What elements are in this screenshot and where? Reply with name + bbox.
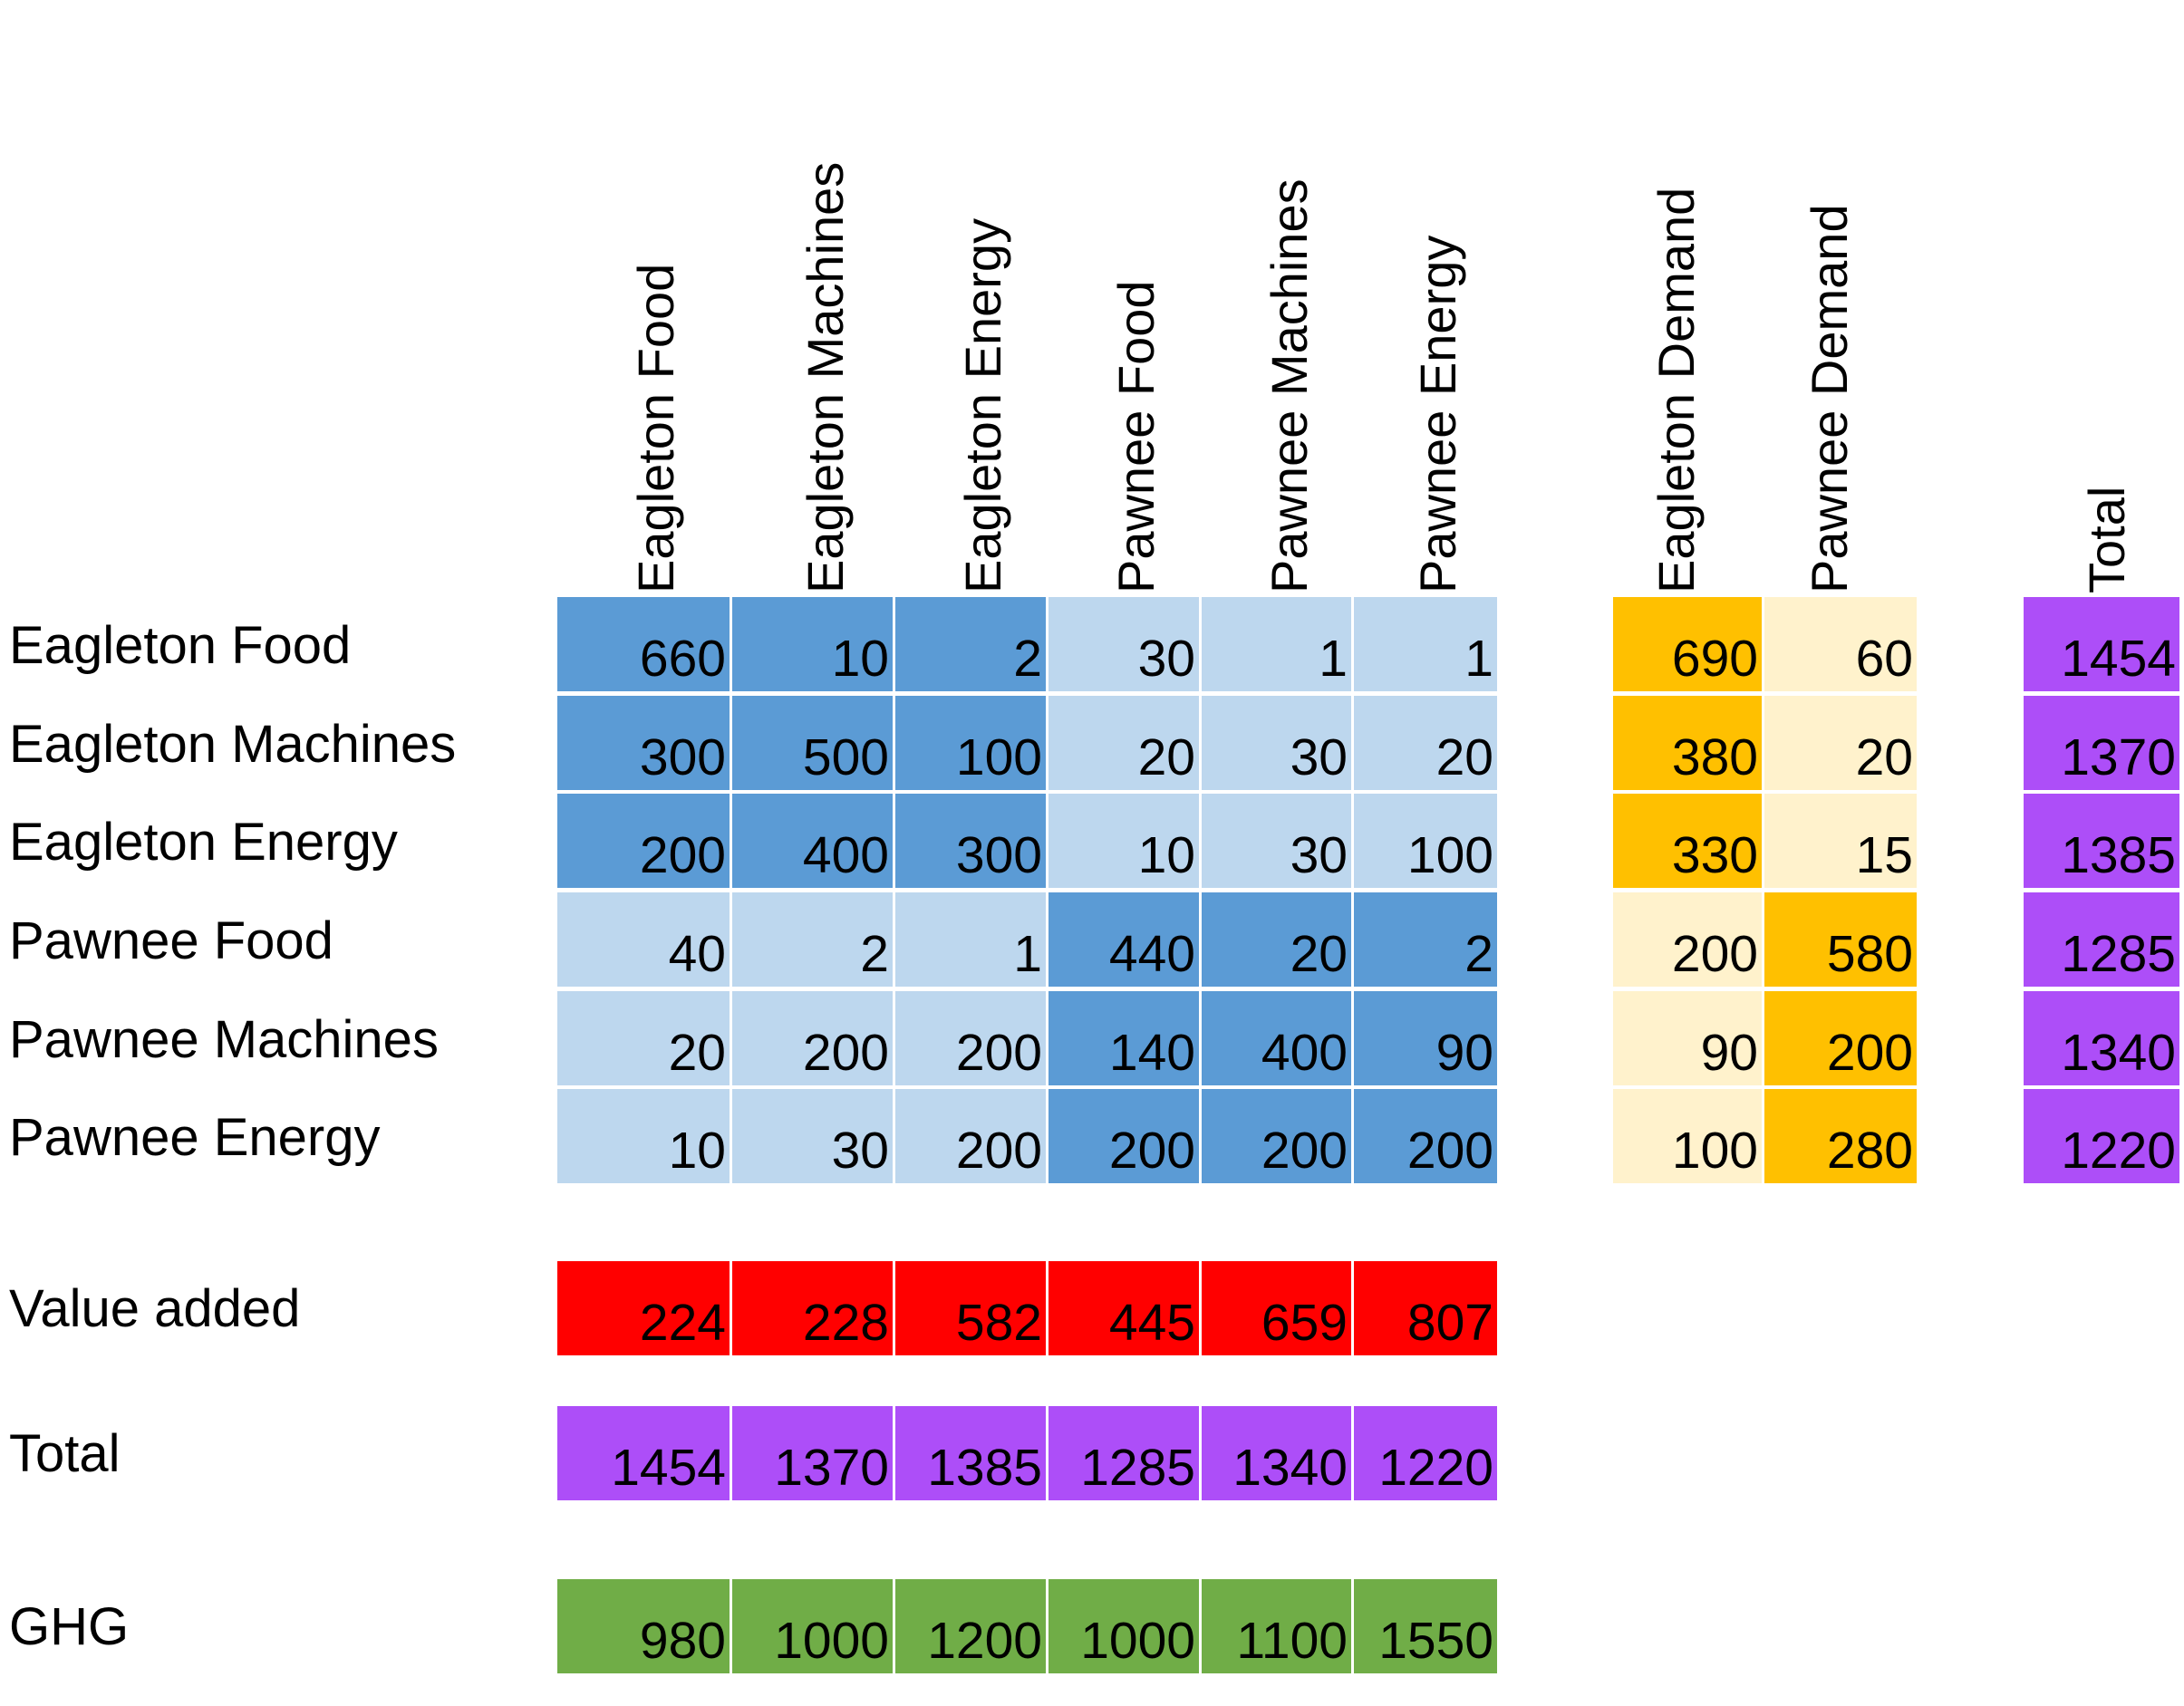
matrix-cell: 200 [895,1089,1046,1183]
matrix-cell: 100 [895,696,1046,790]
matrix-cell: 20 [1354,696,1497,790]
row-label-total: Total [9,1424,121,1483]
row-label-pawnee-machines: Pawnee Machines [9,1010,439,1069]
row-label-eagleton-energy: Eagleton Energy [9,813,398,872]
matrix-cell: 400 [732,794,893,888]
total-output-cell: 1340 [1202,1406,1351,1500]
row-label-eagleton-machines: Eagleton Machines [9,715,457,774]
matrix-cell: 2 [895,597,1046,691]
value-added-cell: 224 [557,1261,730,1355]
demand-cell: 200 [1613,892,1762,987]
demand-cell: 90 [1613,991,1762,1085]
col-header-eagleton-energy: Eagleton Energy [954,217,1011,593]
matrix-cell: 300 [557,696,730,790]
value-added-cell: 807 [1354,1261,1497,1355]
col-header-pawnee-machines: Pawnee Machines [1260,178,1318,593]
matrix-cell: 140 [1049,991,1199,1085]
ghg-cell: 1000 [1049,1579,1199,1673]
col-header-eagleton-food: Eagleton Food [627,263,684,593]
row-total-cell: 1340 [2024,991,2179,1085]
matrix-cell: 30 [732,1089,893,1183]
matrix-cell: 400 [1202,991,1351,1085]
matrix-cell: 20 [1049,696,1199,790]
value-added-cell: 582 [895,1261,1046,1355]
matrix-cell: 10 [1049,794,1199,888]
ghg-cell: 1000 [732,1579,893,1673]
matrix-cell: 200 [1202,1089,1351,1183]
matrix-cell: 20 [1202,892,1351,987]
row-total-cell: 1285 [2024,892,2179,987]
total-output-cell: 1454 [557,1406,730,1500]
matrix-cell: 660 [557,597,730,691]
col-header-pawnee-energy: Pawnee Energy [1409,235,1466,593]
matrix-cell: 200 [1354,1089,1497,1183]
matrix-cell: 200 [557,794,730,888]
matrix-cell: 40 [557,892,730,987]
matrix-cell: 1 [1202,597,1351,691]
demand-cell: 60 [1764,597,1917,691]
matrix-cell: 90 [1354,991,1497,1085]
demand-cell: 330 [1613,794,1762,888]
row-total-cell: 1454 [2024,597,2179,691]
row-total-cell: 1385 [2024,794,2179,888]
matrix-cell: 200 [1049,1089,1199,1183]
demand-cell: 580 [1764,892,1917,987]
matrix-cell: 1 [1354,597,1497,691]
matrix-cell: 10 [732,597,893,691]
matrix-cell: 2 [732,892,893,987]
row-label-pawnee-energy: Pawnee Energy [9,1108,381,1167]
ghg-cell: 980 [557,1579,730,1673]
col-header-eagleton-machines: Eagleton Machines [796,161,854,593]
total-output-cell: 1370 [732,1406,893,1500]
value-added-cell: 659 [1202,1261,1351,1355]
total-output-cell: 1385 [895,1406,1046,1500]
demand-cell: 690 [1613,597,1762,691]
row-label-pawnee-food: Pawnee Food [9,911,333,970]
row-label-value-added: Value added [9,1279,301,1338]
total-output-cell: 1285 [1049,1406,1199,1500]
matrix-cell: 440 [1049,892,1199,987]
col-header-eagleton-demand: Eagleton Demand [1648,187,1705,593]
demand-cell: 15 [1764,794,1917,888]
col-header-pawnee-demand: Pawnee Demand [1801,204,1858,593]
matrix-cell: 20 [557,991,730,1085]
matrix-cell: 30 [1049,597,1199,691]
row-label-eagleton-food: Eagleton Food [9,616,352,675]
ghg-cell: 1200 [895,1579,1046,1673]
demand-cell: 380 [1613,696,1762,790]
value-added-cell: 445 [1049,1261,1199,1355]
matrix-cell: 1 [895,892,1046,987]
col-header-pawnee-food: Pawnee Food [1107,280,1164,593]
matrix-cell: 10 [557,1089,730,1183]
total-output-cell: 1220 [1354,1406,1497,1500]
demand-cell: 20 [1764,696,1917,790]
matrix-cell: 200 [895,991,1046,1085]
demand-cell: 280 [1764,1089,1917,1183]
demand-cell: 200 [1764,991,1917,1085]
value-added-cell: 228 [732,1261,893,1355]
row-total-cell: 1370 [2024,696,2179,790]
ghg-cell: 1550 [1354,1579,1497,1673]
matrix-cell: 100 [1354,794,1497,888]
col-header-total: Total [2078,486,2135,593]
matrix-cell: 300 [895,794,1046,888]
matrix-cell: 200 [732,991,893,1085]
matrix-cell: 30 [1202,696,1351,790]
ghg-cell: 1100 [1202,1579,1351,1673]
row-label-ghg: GHG [9,1597,130,1656]
matrix-cell: 30 [1202,794,1351,888]
matrix-cell: 500 [732,696,893,790]
matrix-cell: 2 [1354,892,1497,987]
row-total-cell: 1220 [2024,1089,2179,1183]
demand-cell: 100 [1613,1089,1762,1183]
